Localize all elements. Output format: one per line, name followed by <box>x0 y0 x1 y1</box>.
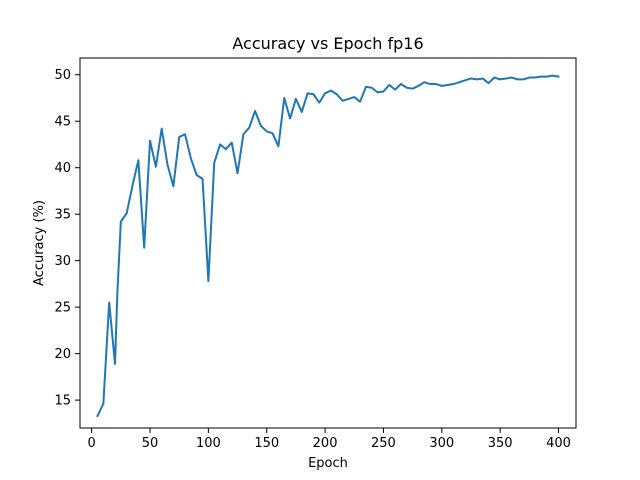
x-tick-label: 300 <box>429 436 454 451</box>
x-axis: 0 50 100 150 200 250 300 350 400 <box>88 428 571 451</box>
x-tick-label: 200 <box>313 436 338 451</box>
plot-area <box>79 57 577 429</box>
x-tick-label: 400 <box>546 436 571 451</box>
x-tick-label: 100 <box>196 436 221 451</box>
y-tick-label: 45 <box>54 115 71 130</box>
y-tick-label: 30 <box>54 254 71 269</box>
series-line-0 <box>96 74 560 418</box>
x-tick-label: 350 <box>488 436 513 451</box>
y-tick-label: 35 <box>54 208 71 223</box>
x-axis-label: Epoch <box>308 456 348 471</box>
x-tick-label: 250 <box>371 436 396 451</box>
x-tick-label: 150 <box>254 436 279 451</box>
axes-frame <box>79 57 577 429</box>
y-tick-label: 25 <box>54 301 71 316</box>
y-axis: 15 20 25 30 35 40 45 50 <box>54 68 80 409</box>
y-tick-label: 40 <box>54 161 71 176</box>
y-axis-label: Accuracy (%) <box>32 200 47 286</box>
chart-title: Accuracy vs Epoch fp16 <box>232 34 423 53</box>
y-tick-label: 50 <box>54 68 71 83</box>
x-tick-label: 50 <box>142 436 159 451</box>
series-layer <box>96 74 560 418</box>
y-tick-label: 15 <box>54 394 71 409</box>
y-tick-label: 20 <box>54 347 71 362</box>
x-tick-label: 0 <box>88 436 96 451</box>
